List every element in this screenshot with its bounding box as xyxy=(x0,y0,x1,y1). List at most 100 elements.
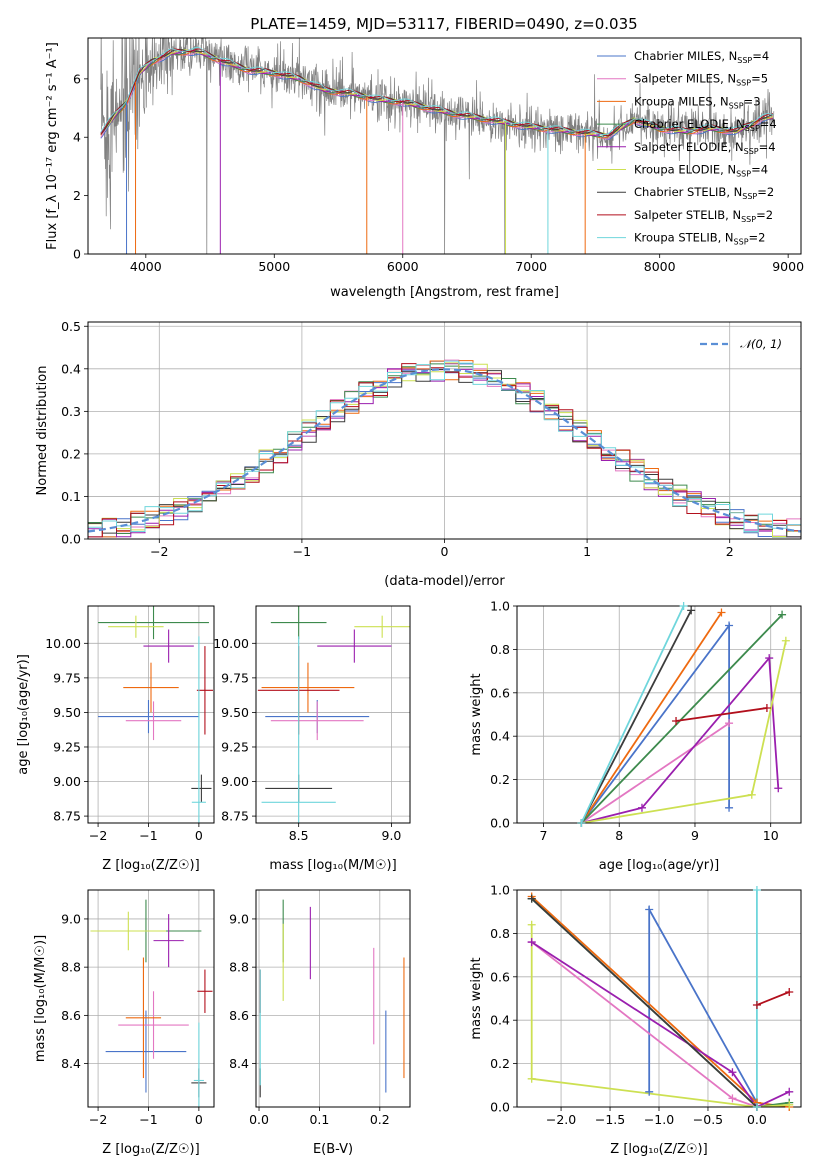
mass-weight-marker xyxy=(577,819,586,827)
y-tick-label: 8.6 xyxy=(229,1008,249,1023)
x-axis-label: mass [log₁₀(M/M☉)] xyxy=(269,858,396,873)
error-bar-point xyxy=(123,662,179,713)
y-tick-label: 8.75 xyxy=(221,809,249,824)
y-tick-label: 0.4 xyxy=(490,1013,510,1028)
mass-weight-line xyxy=(675,707,768,722)
y-tick-label: 1.0 xyxy=(490,883,510,898)
plot-area xyxy=(90,899,213,1107)
age-vs-mass-panel: 8.5 9.0 8.75 9.00 9.25 9.50 9.75 10.00 mass [log… xyxy=(213,605,411,873)
mass-weight-marker xyxy=(725,719,734,728)
mass-weight-marker xyxy=(728,1068,737,1077)
mass-weight-marker xyxy=(527,894,536,903)
error-bar-point xyxy=(118,991,189,1059)
axes-frame xyxy=(87,889,215,1108)
weight-vs-metallicity-panel: −2.0 −1.5 −1.0 −0.5 0.0 0.0 0.2 0.4 0.6 0.8 1.0 Z [… xyxy=(469,883,802,1157)
x-tick-label: 9000 xyxy=(772,259,804,274)
error-bar-point xyxy=(270,606,327,640)
mass-weight-line xyxy=(580,612,723,823)
grid xyxy=(88,606,214,823)
x-tick-label: 1 xyxy=(583,544,591,559)
model-spectrum-line xyxy=(100,46,774,136)
y-tick-label: 10.00 xyxy=(45,636,81,651)
error-bar-point xyxy=(105,1010,187,1093)
legend-entry: Chabrier ELODIE, NSSP=4 xyxy=(634,117,777,133)
x-tick-label: 8000 xyxy=(644,259,676,274)
mass-weight-marker xyxy=(717,608,726,617)
y-tick-label: 0 xyxy=(73,247,81,262)
x-axis-label: (data-model)/error xyxy=(384,574,505,589)
error-bar-point xyxy=(90,911,167,951)
plot-area xyxy=(100,38,775,254)
y-tick-label: 8.4 xyxy=(61,1056,81,1071)
y-axis-label: Flux [f_λ 10⁻¹⁷ erg cm⁻² s⁻¹ A⁻¹] xyxy=(45,42,60,250)
y-tick-label: 0.6 xyxy=(490,969,510,984)
mass-weight-marker xyxy=(687,606,696,615)
axes-frame xyxy=(516,605,802,824)
mass-weight-marker xyxy=(728,1094,737,1103)
error-bar-point xyxy=(197,969,213,1013)
mass-weight-marker xyxy=(781,636,790,645)
axes-frame xyxy=(87,605,215,824)
x-tick-label: 0.0 xyxy=(747,1112,767,1127)
axes-frame xyxy=(255,889,411,1108)
y-tick-label: 8.8 xyxy=(229,960,249,975)
grid xyxy=(88,322,801,540)
x-axis-label: Z [log₁₀(Z/Z☉)] xyxy=(102,1142,199,1157)
legend-entry: Kroupa MILES, NSSP=3 xyxy=(634,94,761,110)
y-tick-label: 10.00 xyxy=(213,636,249,651)
y-tick-label: 0.1 xyxy=(61,489,81,504)
model-spectrum-line xyxy=(100,48,774,137)
y-axis-label: mass [log₁₀(M/M☉)] xyxy=(33,935,48,1062)
y-axis-label: mass weight xyxy=(469,673,484,755)
mass-weight-line xyxy=(580,722,730,823)
x-tick-label: 0.0 xyxy=(249,1112,269,1127)
x-tick-label: 0 xyxy=(441,544,449,559)
x-tick-label: 6000 xyxy=(387,259,419,274)
mass-weight-marker xyxy=(725,621,734,630)
mass-weight-marker xyxy=(637,803,646,812)
y-tick-label: 0.2 xyxy=(490,772,510,787)
mass-weight-marker xyxy=(645,1087,654,1096)
legend-entry: Kroupa ELODIE, NSSP=4 xyxy=(634,163,768,179)
x-tick-label: −0.5 xyxy=(693,1112,723,1127)
age-vs-metallicity-panel: −2 −1 0 8.75 9.00 9.25 9.50 9.75 10.00 Z [log₁₀(Z… xyxy=(16,605,215,873)
error-bar-point xyxy=(108,615,164,638)
legend-entry: 𝒩(0, 1) xyxy=(740,337,782,351)
y-tick-label: 0.0 xyxy=(490,1100,510,1115)
x-tick-label: −1 xyxy=(139,1112,157,1127)
residuals-panel: −2 −1 0 1 2 0.0 0.1 0.2 0.3 0.4 0.5 (data-model)/er… xyxy=(35,319,802,589)
mass-weight-marker xyxy=(527,920,536,929)
x-axis-label: Z [log₁₀(Z/Z☉)] xyxy=(610,1142,707,1157)
y-axis-label: age [log₁₀(age/yr)] xyxy=(16,654,31,775)
grid xyxy=(256,606,410,823)
mass-weight-line xyxy=(648,906,758,1104)
model-spectrum-line xyxy=(100,52,774,141)
legend-entry: Kroupa STELIB, NSSP=2 xyxy=(634,231,766,247)
error-bar-point xyxy=(196,646,213,735)
error-bar-point xyxy=(98,606,209,640)
x-tick-label: 7 xyxy=(540,828,548,843)
x-tick-label: 9.0 xyxy=(382,828,402,843)
plot-area xyxy=(257,606,410,823)
y-tick-label: 9.50 xyxy=(221,705,249,720)
plot-area xyxy=(580,606,787,823)
y-tick-label: 9.00 xyxy=(221,774,249,789)
axes-frame xyxy=(255,605,411,824)
x-tick-label: 4000 xyxy=(130,259,162,274)
x-tick-label: −1.5 xyxy=(595,1112,625,1127)
x-tick-label: 9 xyxy=(691,828,699,843)
y-tick-label: 0.0 xyxy=(490,816,510,831)
legend-entry: Chabrier STELIB, NSSP=2 xyxy=(634,185,774,201)
mass-weight-line xyxy=(580,606,685,823)
legend: Chabrier MILES, NSSP=4 Salpeter MILES, NS… xyxy=(597,49,777,247)
y-tick-label: 0.8 xyxy=(490,926,510,941)
x-tick-label: 7000 xyxy=(515,259,547,274)
error-bar-point xyxy=(261,636,336,823)
axes-frame xyxy=(87,37,802,255)
mass-weight-line xyxy=(580,609,692,823)
y-axis-label: Normed distribution xyxy=(35,366,50,496)
error-bar-point xyxy=(193,1022,204,1107)
observed-spectrum xyxy=(100,38,775,254)
x-axis-label: wavelength [Angstrom, rest frame] xyxy=(330,285,559,300)
